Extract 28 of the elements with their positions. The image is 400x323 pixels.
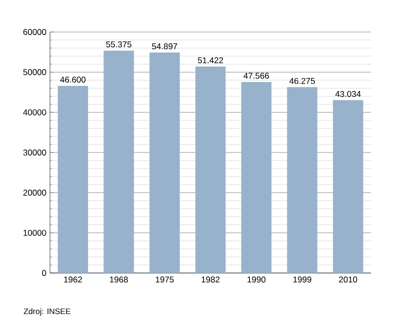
x-tick-label: 2010 <box>339 276 358 283</box>
data-label: 46.275 <box>289 78 315 84</box>
x-tick-label: 1990 <box>248 276 266 283</box>
x-tick-label: 1962 <box>64 276 82 283</box>
bar <box>332 100 364 273</box>
data-label: 51.422 <box>198 57 224 64</box>
bar <box>195 66 226 273</box>
data-label: 43.034 <box>335 90 361 97</box>
bar <box>104 50 134 273</box>
x-tick-label: 1975 <box>156 276 174 283</box>
y-tick-label: 50000 <box>23 69 46 76</box>
y-tick-label: 20000 <box>23 190 46 196</box>
y-tick-label: 0 <box>42 270 46 276</box>
y-tick-label: 30000 <box>23 150 46 156</box>
x-tick-label: 1999 <box>293 276 312 283</box>
bar <box>58 86 88 273</box>
data-label: 47.566 <box>244 72 269 79</box>
data-label: 55.375 <box>106 41 132 48</box>
y-tick-label: 10000 <box>24 230 46 236</box>
x-tick-label: 1982 <box>202 276 220 283</box>
bar <box>287 87 318 273</box>
x-tick-label: 1968 <box>110 276 128 283</box>
data-label: 54.897 <box>152 43 178 50</box>
y-tick-label: 40000 <box>23 109 46 116</box>
bar <box>241 82 272 273</box>
bar <box>150 52 180 273</box>
y-tick-label: 60000 <box>23 29 46 35</box>
data-label: 46.600 <box>60 76 86 83</box>
